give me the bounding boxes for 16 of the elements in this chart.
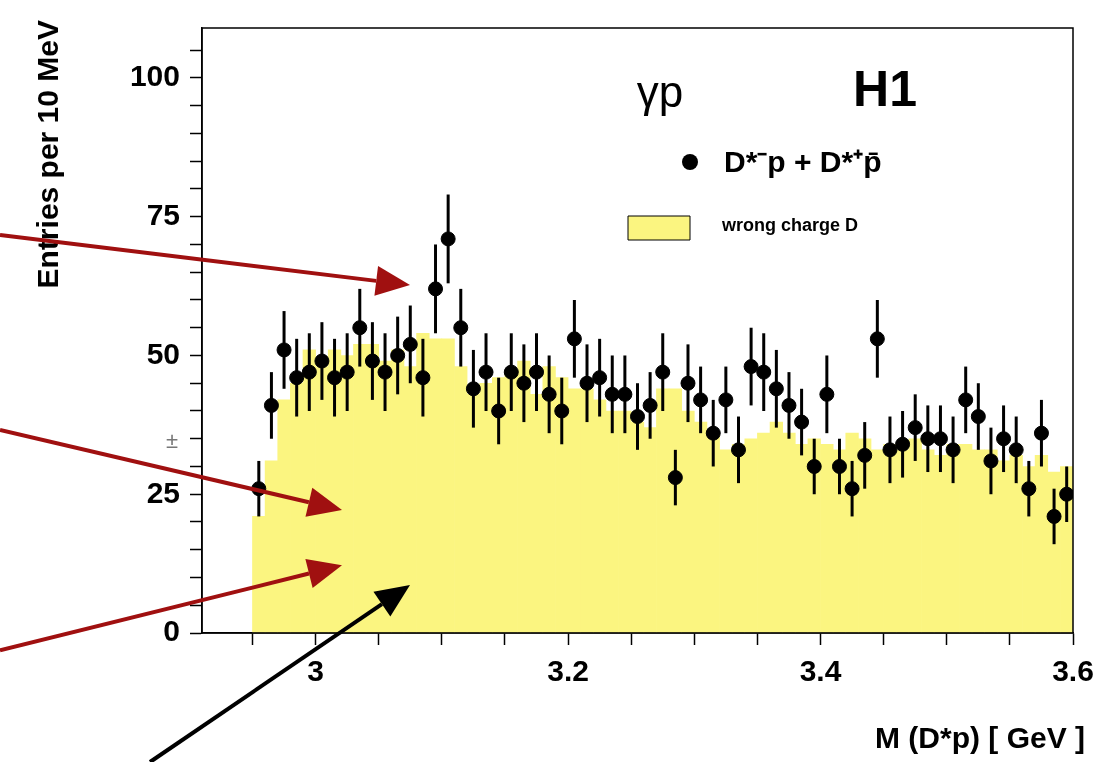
x-tick-label: 3.4: [799, 654, 842, 688]
y-axis-title: Entries per 10 MeV: [31, 20, 65, 289]
x-tick-label: 3: [307, 654, 324, 688]
x-axis-title: M (D*p) [ GeV ]: [875, 721, 1085, 755]
y-tick-label: 75: [146, 197, 180, 231]
annotation: γp: [636, 67, 684, 117]
x-tick-label: 3.2: [547, 654, 589, 688]
y-tick-label: 100: [129, 59, 180, 93]
y-tick-label: 50: [146, 336, 180, 370]
text: ±: [165, 428, 179, 454]
y-tick-label: 25: [146, 475, 180, 509]
legend-label: D*⁻p + D*⁺p̄: [724, 145, 882, 179]
x-tick-label: 3.6: [1052, 654, 1094, 688]
y-tick-label: 0: [163, 614, 180, 648]
annotation: H1: [853, 60, 917, 117]
legend-label: wrong charge D: [721, 214, 859, 235]
